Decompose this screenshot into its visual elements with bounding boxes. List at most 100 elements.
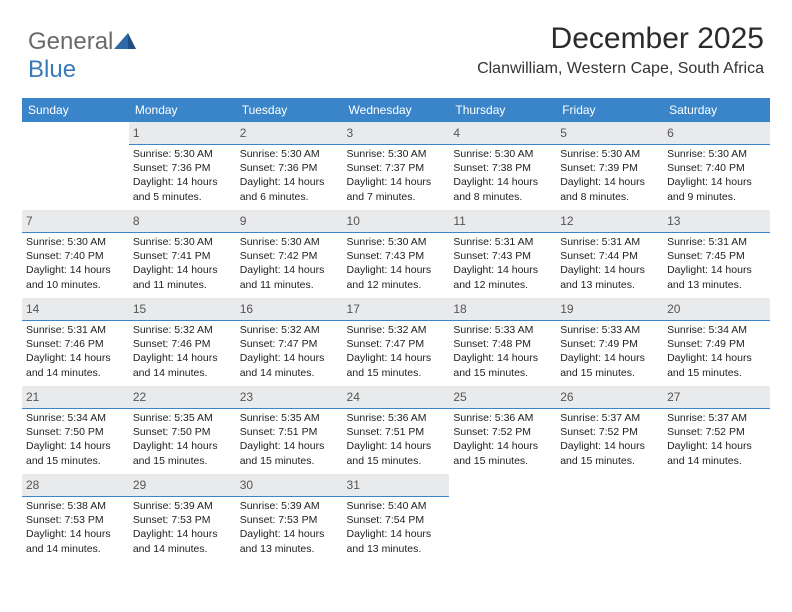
sunrise-text: Sunrise: 5:38 AM [26, 499, 125, 513]
sunrise-text: Sunrise: 5:30 AM [240, 147, 339, 161]
day-info: Sunrise: 5:30 AMSunset: 7:40 PMDaylight:… [667, 147, 766, 204]
sunrise-text: Sunrise: 5:31 AM [453, 235, 552, 249]
calendar-day-cell: 7Sunrise: 5:30 AMSunset: 7:40 PMDaylight… [22, 210, 129, 298]
sunset-text: Sunset: 7:40 PM [26, 249, 125, 263]
day-info: Sunrise: 5:32 AMSunset: 7:46 PMDaylight:… [133, 323, 232, 380]
day-number: 12 [560, 214, 573, 228]
calendar-day-cell: 30Sunrise: 5:39 AMSunset: 7:53 PMDayligh… [236, 474, 343, 562]
calendar-week-row: 1Sunrise: 5:30 AMSunset: 7:36 PMDaylight… [22, 122, 770, 210]
daylight-text: Daylight: 14 hours and 14 minutes. [26, 527, 125, 555]
sunrise-text: Sunrise: 5:35 AM [133, 411, 232, 425]
day-number: 11 [453, 214, 465, 228]
daylight-text: Daylight: 14 hours and 13 minutes. [240, 527, 339, 555]
sunset-text: Sunset: 7:36 PM [240, 161, 339, 175]
sunrise-text: Sunrise: 5:31 AM [26, 323, 125, 337]
weekday-header: Monday [129, 98, 236, 122]
calendar-body: 1Sunrise: 5:30 AMSunset: 7:36 PMDaylight… [22, 122, 770, 562]
calendar-day-cell: 28Sunrise: 5:38 AMSunset: 7:53 PMDayligh… [22, 474, 129, 562]
day-info: Sunrise: 5:30 AMSunset: 7:39 PMDaylight:… [560, 147, 659, 204]
sunset-text: Sunset: 7:53 PM [26, 513, 125, 527]
calendar-day-cell: 8Sunrise: 5:30 AMSunset: 7:41 PMDaylight… [129, 210, 236, 298]
day-info: Sunrise: 5:36 AMSunset: 7:51 PMDaylight:… [347, 411, 446, 468]
calendar-day-cell: 4Sunrise: 5:30 AMSunset: 7:38 PMDaylight… [449, 122, 556, 210]
day-info: Sunrise: 5:33 AMSunset: 7:48 PMDaylight:… [453, 323, 552, 380]
sunset-text: Sunset: 7:50 PM [133, 425, 232, 439]
day-info: Sunrise: 5:37 AMSunset: 7:52 PMDaylight:… [667, 411, 766, 468]
calendar-day-cell [22, 122, 129, 210]
sunset-text: Sunset: 7:46 PM [26, 337, 125, 351]
daylight-text: Daylight: 14 hours and 10 minutes. [26, 263, 125, 291]
sunrise-text: Sunrise: 5:39 AM [133, 499, 232, 513]
calendar-day-cell: 12Sunrise: 5:31 AMSunset: 7:44 PMDayligh… [556, 210, 663, 298]
day-number: 21 [26, 390, 39, 404]
day-info: Sunrise: 5:35 AMSunset: 7:51 PMDaylight:… [240, 411, 339, 468]
sunset-text: Sunset: 7:51 PM [347, 425, 446, 439]
logo-text: GeneralBlue [28, 28, 136, 84]
day-info: Sunrise: 5:31 AMSunset: 7:46 PMDaylight:… [26, 323, 125, 380]
calendar-day-cell: 3 Sunrise: 5:30 AMSunset: 7:37 PMDaylight… [343, 122, 450, 210]
daylight-text: Daylight: 14 hours and 14 minutes. [133, 351, 232, 379]
calendar-day-cell: 2Sunrise: 5:30 AMSunset: 7:36 PMDaylight… [236, 122, 343, 210]
logo-text-blue: Blue [28, 56, 76, 83]
weekday-header: Wednesday [343, 98, 450, 122]
daylight-text: Daylight: 14 hours and 14 minutes. [133, 527, 232, 555]
calendar-day-cell: 10Sunrise: 5:30 AMSunset: 7:43 PMDayligh… [343, 210, 450, 298]
calendar-day-cell [556, 474, 663, 562]
sunset-text: Sunset: 7:37 PM [347, 161, 446, 175]
day-info: Sunrise: 5:34 AMSunset: 7:50 PMDaylight:… [26, 411, 125, 468]
daylight-text: Daylight: 14 hours and 8 minutes. [560, 175, 659, 203]
calendar-day-cell: 1Sunrise: 5:30 AMSunset: 7:36 PMDaylight… [129, 122, 236, 210]
day-number: 5 [560, 126, 567, 140]
daylight-text: Daylight: 14 hours and 15 minutes. [453, 439, 552, 467]
sunset-text: Sunset: 7:49 PM [667, 337, 766, 351]
sunrise-text: Sunrise: 5:30 AM [347, 235, 446, 249]
daylight-text: Daylight: 14 hours and 6 minutes. [240, 175, 339, 203]
calendar-day-cell: 20Sunrise: 5:34 AMSunset: 7:49 PMDayligh… [663, 298, 770, 386]
sunrise-text: Sunrise: 5:30 AM [133, 235, 232, 249]
day-info: Sunrise: 5:30 AMSunset: 7:42 PMDaylight:… [240, 235, 339, 292]
sunrise-text: Sunrise: 5:34 AM [26, 411, 125, 425]
sunset-text: Sunset: 7:53 PM [240, 513, 339, 527]
title-block: December 2025 Clanwilliam, Western Cape,… [477, 22, 764, 78]
day-number: 1 [133, 126, 140, 140]
day-number: 3 [347, 126, 354, 140]
calendar-day-cell: 15 Sunrise: 5:32 AMSunset: 7:46 PMDayligh… [129, 298, 236, 386]
day-info: Sunrise: 5:35 AMSunset: 7:50 PMDaylight:… [133, 411, 232, 468]
daylight-text: Daylight: 14 hours and 11 minutes. [133, 263, 232, 291]
day-number: 22 [133, 390, 146, 404]
sunrise-text: Sunrise: 5:37 AM [667, 411, 766, 425]
daylight-text: Daylight: 14 hours and 15 minutes. [453, 351, 552, 379]
day-info: Sunrise: 5:39 AMSunset: 7:53 PMDaylight:… [240, 499, 339, 556]
day-number: 18 [453, 302, 466, 316]
calendar-day-cell [663, 474, 770, 562]
daylight-text: Daylight: 14 hours and 15 minutes. [667, 351, 766, 379]
calendar-day-cell: 21 Sunrise: 5:34 AMSunset: 7:50 PMDayligh… [22, 386, 129, 474]
daylight-text: Daylight: 14 hours and 15 minutes. [560, 439, 659, 467]
sunrise-text: Sunrise: 5:32 AM [133, 323, 232, 337]
day-info: Sunrise: 5:36 AMSunset: 7:52 PMDaylight:… [453, 411, 552, 468]
day-number: 23 [240, 390, 253, 404]
day-info: Sunrise: 5:30 AMSunset: 7:37 PMDaylight:… [347, 147, 446, 204]
daylight-text: Daylight: 14 hours and 15 minutes. [133, 439, 232, 467]
day-number: 15 [133, 302, 146, 316]
sunrise-text: Sunrise: 5:39 AM [240, 499, 339, 513]
weekday-header: Saturday [663, 98, 770, 122]
month-title: December 2025 [477, 22, 764, 56]
day-number: 25 [453, 390, 466, 404]
calendar-day-cell: 24Sunrise: 5:36 AMSunset: 7:51 PMDayligh… [343, 386, 450, 474]
daylight-text: Daylight: 14 hours and 14 minutes. [26, 351, 125, 379]
logo: GeneralBlue [28, 28, 136, 84]
sunset-text: Sunset: 7:52 PM [453, 425, 552, 439]
daylight-text: Daylight: 14 hours and 15 minutes. [26, 439, 125, 467]
daylight-text: Daylight: 14 hours and 8 minutes. [453, 175, 552, 203]
sunrise-text: Sunrise: 5:30 AM [453, 147, 552, 161]
calendar-day-cell: 6Sunrise: 5:30 AMSunset: 7:40 PMDaylight… [663, 122, 770, 210]
day-info: Sunrise: 5:39 AMSunset: 7:53 PMDaylight:… [133, 499, 232, 556]
calendar-day-cell [449, 474, 556, 562]
day-info: Sunrise: 5:30 AMSunset: 7:41 PMDaylight:… [133, 235, 232, 292]
sunrise-text: Sunrise: 5:31 AM [667, 235, 766, 249]
sunset-text: Sunset: 7:46 PM [133, 337, 232, 351]
sunrise-text: Sunrise: 5:32 AM [240, 323, 339, 337]
day-number: 10 [347, 214, 360, 228]
sunrise-text: Sunrise: 5:30 AM [560, 147, 659, 161]
